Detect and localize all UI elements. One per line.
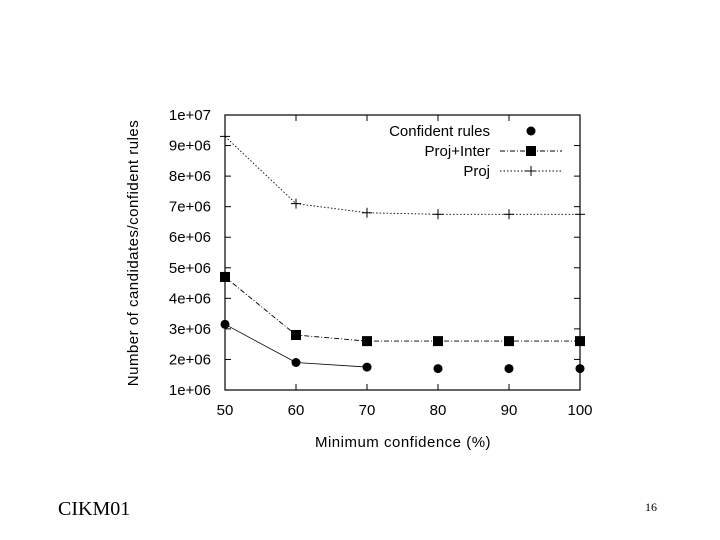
y-tick-label: 2e+06 [169, 351, 211, 368]
proj-inter-point [291, 330, 301, 340]
x-tick-labels: 50 60 70 80 90 100 [217, 402, 593, 419]
legend-label-proj-inter: Proj+Inter [425, 143, 490, 160]
axis-ticks [224, 114, 581, 391]
x-tick-label: 70 [359, 402, 376, 419]
plot-frame [224, 114, 581, 391]
confident-rules-point [433, 364, 443, 374]
proj-inter-point [220, 271, 230, 282]
proj-inter-point [575, 336, 585, 347]
confident-rules-point [575, 364, 585, 374]
y-tick-label: 7e+06 [169, 199, 211, 216]
proj-inter-point [433, 336, 443, 347]
y-tick-label: 1e+06 [169, 382, 211, 399]
x-tick-label: 90 [501, 402, 518, 419]
legend-marker-proj-inter [526, 146, 536, 156]
proj-point [362, 207, 372, 218]
proj-inter-point [362, 336, 372, 347]
legend-marker-proj [526, 166, 536, 176]
x-tick-label: 100 [567, 402, 592, 419]
proj-point [575, 209, 585, 220]
proj-inter-point [504, 336, 514, 347]
x-axis-label: Minimum confidence (%) [315, 434, 491, 451]
y-tick-label: 6e+06 [169, 229, 211, 246]
legend-label-proj: Proj [463, 163, 490, 180]
legend: Confident rules Proj+Inter Proj [389, 123, 562, 180]
confident-rules-point [362, 362, 372, 372]
proj-point [433, 209, 443, 220]
x-tick-label: 80 [430, 402, 447, 419]
confident-rules-point [504, 364, 514, 374]
y-tick-label: 8e+06 [169, 168, 211, 185]
series-markers [220, 131, 585, 374]
y-tick-label: 5e+06 [169, 260, 211, 277]
confident-rules-point [220, 319, 230, 329]
footer-label: CIKM01 [58, 498, 131, 520]
proj-point [291, 198, 301, 209]
y-tick-labels: 1e+06 2e+06 3e+06 4e+06 5e+06 6e+06 7e+06 8e+06… [169, 107, 211, 399]
y-tick-label: 4e+06 [169, 290, 211, 307]
legend-marker-confident-rules [526, 126, 536, 136]
proj-point [504, 209, 514, 220]
page-number: 16 [645, 500, 657, 514]
legend-label-confident-rules: Confident rules [389, 123, 490, 140]
y-axis-label: Number of candidates/confident rules [125, 120, 142, 386]
x-tick-label: 50 [217, 402, 234, 419]
y-tick-label: 3e+06 [169, 321, 211, 338]
proj-point [220, 131, 230, 142]
proj-inter-line [224, 276, 580, 342]
confident-rules-point [291, 358, 301, 367]
proj-line [224, 136, 580, 215]
y-tick-label: 1e+07 [169, 107, 211, 124]
y-tick-label: 9e+06 [169, 138, 211, 155]
x-tick-label: 60 [288, 402, 305, 419]
